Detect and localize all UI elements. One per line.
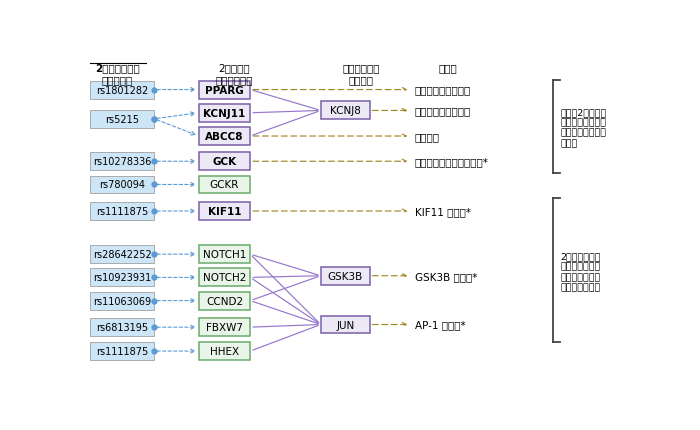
Text: 2型糖尿病
感受性遺伝子: 2型糖尿病 感受性遺伝子 xyxy=(215,63,253,85)
Text: グルコキナーゼ活性化薬*: グルコキナーゼ活性化薬* xyxy=(414,157,489,167)
FancyBboxPatch shape xyxy=(321,267,370,285)
Text: GCK: GCK xyxy=(212,157,237,167)
FancyBboxPatch shape xyxy=(90,342,154,360)
Text: rs1111875: rs1111875 xyxy=(96,346,148,356)
FancyBboxPatch shape xyxy=(199,153,251,171)
FancyBboxPatch shape xyxy=(321,102,370,120)
FancyBboxPatch shape xyxy=(199,292,251,310)
Text: 治療薬: 治療薬 xyxy=(439,63,458,73)
Text: PPARG: PPARG xyxy=(205,85,244,95)
Text: rs10923931: rs10923931 xyxy=(93,273,151,283)
Text: スルフォニルウレア: スルフォニルウレア xyxy=(414,106,471,116)
Text: GCKR: GCKR xyxy=(210,180,239,190)
Text: KCNJ8: KCNJ8 xyxy=(330,106,360,116)
Text: rs28642252: rs28642252 xyxy=(93,249,152,260)
FancyBboxPatch shape xyxy=(199,104,251,123)
Text: rs6813195: rs6813195 xyxy=(96,322,148,332)
Text: KCNJ11: KCNJ11 xyxy=(204,108,246,119)
Text: NOTCH2: NOTCH2 xyxy=(203,273,246,283)
FancyBboxPatch shape xyxy=(199,81,251,99)
Text: GSK3B: GSK3B xyxy=(328,271,363,281)
Text: FBXW7: FBXW7 xyxy=(206,322,243,332)
FancyBboxPatch shape xyxy=(90,203,154,221)
Text: CCND2: CCND2 xyxy=(206,296,243,306)
Text: HHEX: HHEX xyxy=(210,346,239,356)
Text: ABCC8: ABCC8 xyxy=(205,132,244,141)
FancyBboxPatch shape xyxy=(90,269,154,287)
FancyBboxPatch shape xyxy=(90,292,154,310)
FancyBboxPatch shape xyxy=(90,246,154,264)
Text: rs10278336: rs10278336 xyxy=(93,157,151,167)
Text: KIF11 阻害剤*: KIF11 阻害剤* xyxy=(414,206,470,217)
Text: NOTCH1: NOTCH1 xyxy=(203,249,246,260)
FancyBboxPatch shape xyxy=(199,319,251,336)
Text: rs1801282: rs1801282 xyxy=(96,85,148,95)
FancyBboxPatch shape xyxy=(90,111,154,129)
Text: rs780094: rs780094 xyxy=(99,180,145,190)
Text: rs1111875: rs1111875 xyxy=(96,206,148,217)
FancyBboxPatch shape xyxy=(199,246,251,264)
Text: rs5215: rs5215 xyxy=(105,114,139,124)
FancyBboxPatch shape xyxy=(90,81,154,99)
FancyBboxPatch shape xyxy=(199,128,251,146)
FancyBboxPatch shape xyxy=(199,176,251,194)
Text: rs11063069: rs11063069 xyxy=(93,296,151,306)
Text: AP-1 阻害剤*: AP-1 阻害剤* xyxy=(414,320,466,330)
Text: チアゾリジン誘導体: チアゾリジン誘導体 xyxy=(414,85,471,95)
FancyBboxPatch shape xyxy=(90,319,154,336)
Text: タンパク質間
相互作用: タンパク質間 相互作用 xyxy=(343,63,380,85)
FancyBboxPatch shape xyxy=(90,176,154,194)
Text: JUN: JUN xyxy=(336,320,354,330)
FancyBboxPatch shape xyxy=(199,269,251,287)
FancyBboxPatch shape xyxy=(199,342,251,360)
FancyBboxPatch shape xyxy=(321,316,370,334)
Text: KIF11: KIF11 xyxy=(208,206,241,217)
FancyBboxPatch shape xyxy=(90,153,154,171)
Text: 2型糖尿病関連
遺伝子多型: 2型糖尿病関連 遺伝子多型 xyxy=(95,63,140,85)
Text: GSK3B 阻害剤*: GSK3B 阻害剤* xyxy=(414,271,477,281)
Text: グリニド: グリニド xyxy=(414,132,440,141)
FancyBboxPatch shape xyxy=(199,203,251,221)
Text: 2型糖尿病以外
の疾患で臨床研
究がおこなわれ
ている治療標的: 2型糖尿病以外 の疾患で臨床研 究がおこなわれ ている治療標的 xyxy=(561,252,601,292)
Text: すでに2型糖尿病
の治療薬標的とし
て認められている
遺伝子: すでに2型糖尿病 の治療薬標的とし て認められている 遺伝子 xyxy=(561,108,607,148)
